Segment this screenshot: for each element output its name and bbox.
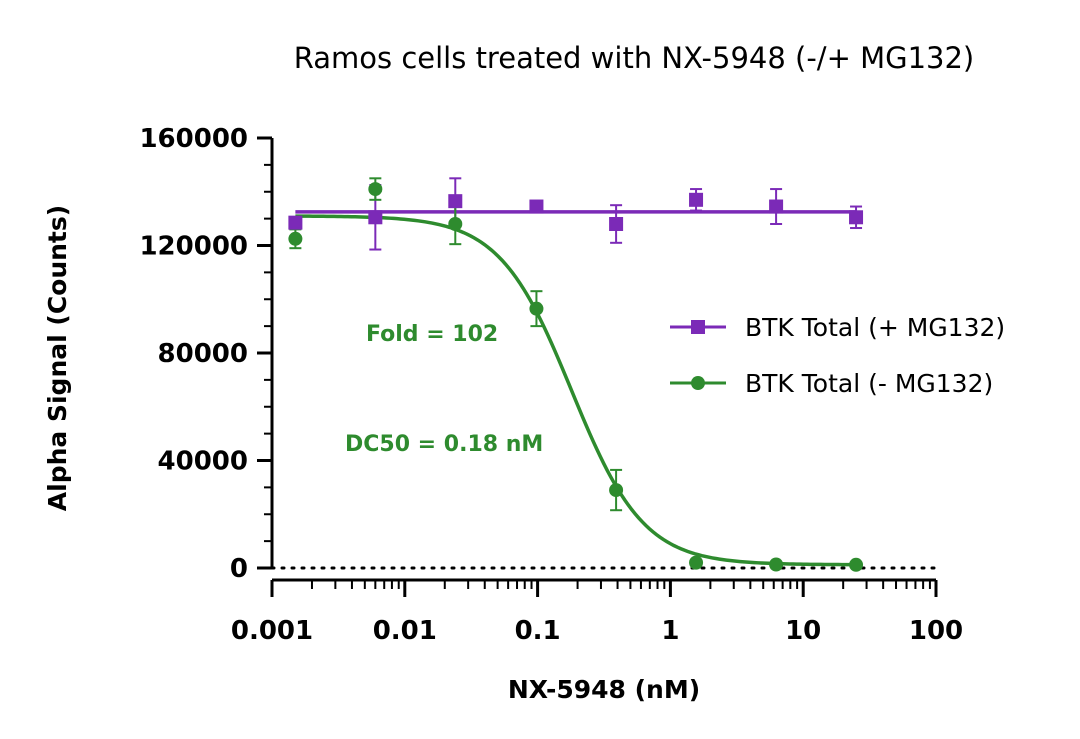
y-tick-label: 120000: [139, 232, 248, 262]
data-point-square-plus-mg132: [368, 210, 383, 225]
y-tick-label: 80000: [158, 339, 248, 369]
data-point-circle-minus-mg132: [849, 557, 864, 572]
dc50-annotation: DC50 = 0.18 nM: [345, 432, 543, 457]
x-axis: 0.001 0.01 0.1 1 10 100: [231, 578, 963, 646]
x-tick-label: 10: [785, 616, 821, 646]
data-point-circle-minus-mg132: [529, 301, 544, 316]
data-point-circle-minus-mg132: [448, 217, 463, 231]
legend: BTK Total (+ MG132) BTK Total (- MG132): [670, 313, 1005, 398]
y-tick-label: 40000: [158, 447, 248, 477]
chart-title: Ramos cells treated with NX-5948 (-/+ MG…: [294, 41, 975, 75]
y-axis: 0 40000 80000 120000 160000: [139, 124, 274, 584]
x-tick-label: 0.1: [515, 616, 561, 646]
data-point-circle-minus-mg132: [769, 557, 784, 572]
data-point-square-plus-mg132: [529, 199, 544, 214]
fit-curves: [295, 210, 857, 567]
x-tick-label: 100: [909, 616, 963, 646]
x-tick-label: 1: [661, 616, 679, 646]
y-axis-title: Alpha Signal (Counts): [43, 205, 72, 511]
legend-label-plus-mg132: BTK Total (+ MG132): [745, 313, 1005, 342]
fold-annotation: Fold = 102: [366, 322, 498, 347]
legend-item-plus-mg132: BTK Total (+ MG132): [670, 313, 1005, 342]
data-point-square-plus-mg132: [769, 199, 784, 214]
y-tick-label: 0: [230, 554, 248, 584]
data-point-square-plus-mg132: [849, 210, 864, 225]
data-point-square-plus-mg132: [448, 194, 463, 209]
fit-curve-minus-mg132: [295, 214, 857, 567]
data-point-square-plus-mg132: [609, 217, 624, 231]
x-tick-label: 0.001: [231, 616, 313, 646]
legend-marker-circle: [691, 376, 705, 390]
data-point-circle-minus-mg132: [288, 231, 303, 246]
y-tick-label: 160000: [139, 124, 248, 154]
data-point-square-plus-mg132: [689, 192, 704, 207]
data-point-circle-minus-mg132: [368, 182, 383, 197]
data-points: [288, 182, 864, 572]
legend-label-minus-mg132: BTK Total (- MG132): [745, 369, 993, 398]
data-point-circle-minus-mg132: [609, 483, 624, 498]
x-axis-title: NX-5948 (nM): [508, 675, 700, 704]
data-point-circle-minus-mg132: [689, 555, 704, 570]
x-tick-label: 0.01: [373, 616, 437, 646]
data-point-square-plus-mg132: [288, 215, 303, 230]
legend-item-minus-mg132: BTK Total (- MG132): [670, 369, 993, 398]
legend-marker-square: [691, 320, 705, 334]
